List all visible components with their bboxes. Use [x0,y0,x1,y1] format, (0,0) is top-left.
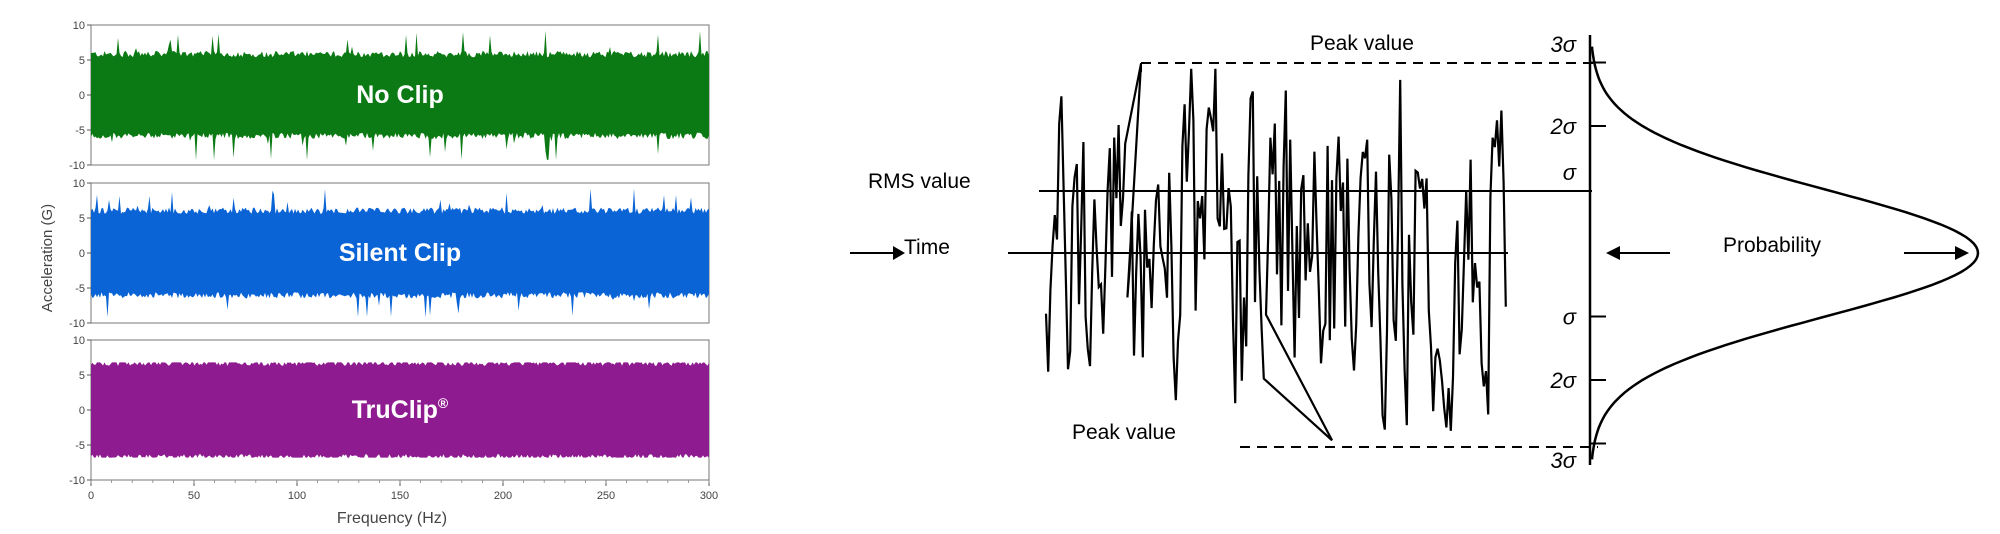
y-tick-label: 10 [73,178,85,190]
time-arrow-head [893,246,905,260]
x-tick-label: 50 [188,490,200,502]
sigma-label: 3σ [1550,448,1576,473]
y-tick-label: 5 [79,55,85,67]
panel-2: 10 5 0 -5 -10 Silent Clip [69,178,710,330]
probability-density-curve [1590,46,1980,460]
x-axis-label: Frequency (Hz) [337,510,447,527]
y-tick-label: 10 [73,20,85,32]
y-tick-label: -10 [69,475,85,487]
y-tick-label: 10 [73,335,85,347]
y-tick-label: 5 [79,370,85,382]
sigma-label: 3σ [1550,32,1576,57]
probability-label: Probability [1723,234,1822,257]
sigma-label: 2σ [1549,114,1576,139]
y-tick-label: -5 [75,125,85,137]
x-tick-label: 250 [597,490,615,502]
panel-3: 10 5 0 -5 -10 TruClip® [69,335,710,487]
x-axis: 0 50 100 150 200 250 300 [88,480,718,502]
rms-value-label: RMS value [868,170,971,193]
y-tick-label: -10 [69,318,85,330]
panel-1: 10 5 0 -5 -10 No Clip [69,20,710,172]
y-tick-label: 5 [79,213,85,225]
panel-label: TruClip® [352,395,449,424]
signal-fill [92,59,708,131]
signal-fill [92,215,708,291]
x-tick-label: 0 [88,490,94,502]
probability-arrow-right-head [1955,246,1969,260]
signal-fill [92,368,708,452]
sigma-label: 2σ [1549,368,1576,393]
y-tick-label: -5 [75,283,85,295]
y-axis-label: Acceleration (G) [39,204,56,312]
peak-value-bottom-label: Peak value [1072,421,1176,444]
peak-value-top-label: Peak value [1310,32,1414,55]
y-tick-label: 0 [79,90,85,102]
y-tick-label: -5 [75,440,85,452]
y-tick-label: -10 [69,160,85,172]
panel-label: Silent Clip [339,239,461,267]
probability-arrow-left-head [1606,246,1620,260]
random-vibration-diagram: 3σ 2σ σ σ 2σ 3σ RMS value Time Peak value Pea… [850,32,1980,473]
panel-label: No Clip [356,81,444,109]
signal-trace [1044,63,1507,442]
x-tick-label: 100 [288,490,306,502]
sigma-label: σ [1563,305,1577,330]
x-tick-label: 300 [700,490,718,502]
time-label: Time [904,236,950,259]
y-tick-label: 0 [79,248,85,260]
x-tick-label: 150 [391,490,409,502]
sigma-label: σ [1563,160,1577,185]
y-tick-label: 0 [79,405,85,417]
x-tick-label: 200 [494,490,512,502]
